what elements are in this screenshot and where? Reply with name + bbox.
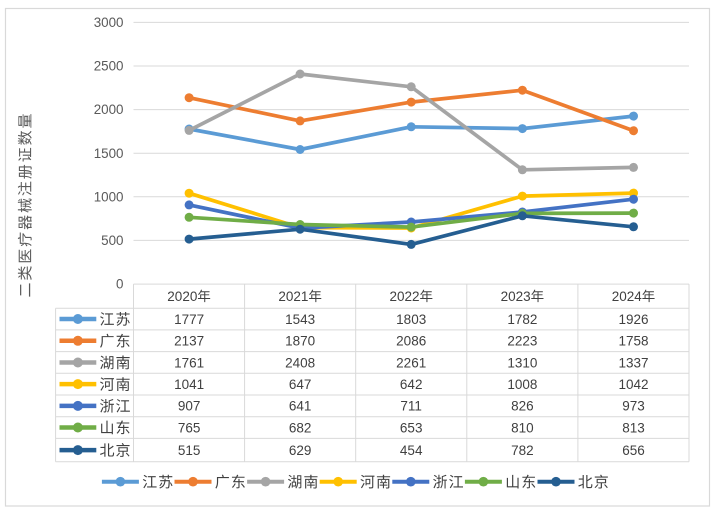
svg-text:2086: 2086 [396,334,426,349]
svg-text:2137: 2137 [174,334,204,349]
svg-text:765: 765 [178,420,201,435]
svg-text:973: 973 [622,399,645,414]
svg-text:3000: 3000 [94,15,124,30]
svg-text:1008: 1008 [507,377,537,392]
svg-text:1761: 1761 [174,355,204,370]
svg-text:629: 629 [289,443,312,458]
svg-text:454: 454 [400,443,423,458]
svg-text:907: 907 [178,399,201,414]
svg-text:647: 647 [289,377,312,392]
svg-text:2223: 2223 [507,334,537,349]
svg-text:1758: 1758 [618,334,648,349]
svg-text:2500: 2500 [94,59,124,74]
svg-text:2261: 2261 [396,355,426,370]
svg-text:2020: 2020 [167,289,197,304]
svg-text:1337: 1337 [618,355,648,370]
svg-text:1777: 1777 [174,312,204,327]
svg-text:2000: 2000 [94,102,124,117]
svg-text:2021: 2021 [278,289,308,304]
svg-text:1782: 1782 [507,312,537,327]
svg-text:1000: 1000 [94,189,124,204]
svg-text:826: 826 [511,399,534,414]
svg-text:2408: 2408 [285,355,315,370]
svg-text:656: 656 [622,443,645,458]
svg-text:1870: 1870 [285,334,315,349]
svg-text:1310: 1310 [507,355,537,370]
svg-text:1041: 1041 [174,377,204,392]
svg-text:500: 500 [101,233,123,248]
svg-text:782: 782 [511,443,534,458]
svg-text:642: 642 [400,377,423,392]
svg-text:1803: 1803 [396,312,426,327]
svg-text:1543: 1543 [285,312,315,327]
svg-text:515: 515 [178,443,201,458]
svg-text:1926: 1926 [618,312,648,327]
svg-text:653: 653 [400,420,423,435]
svg-text:682: 682 [289,420,312,435]
svg-text:1500: 1500 [94,146,124,161]
svg-text:810: 810 [511,420,534,435]
svg-text:641: 641 [289,399,312,414]
svg-text:2022: 2022 [390,289,420,304]
svg-text:813: 813 [622,420,645,435]
svg-text:711: 711 [400,399,422,414]
svg-text:0: 0 [116,277,123,292]
svg-text:1042: 1042 [618,377,648,392]
svg-text:2023: 2023 [501,289,531,304]
svg-text:2024: 2024 [612,289,643,304]
